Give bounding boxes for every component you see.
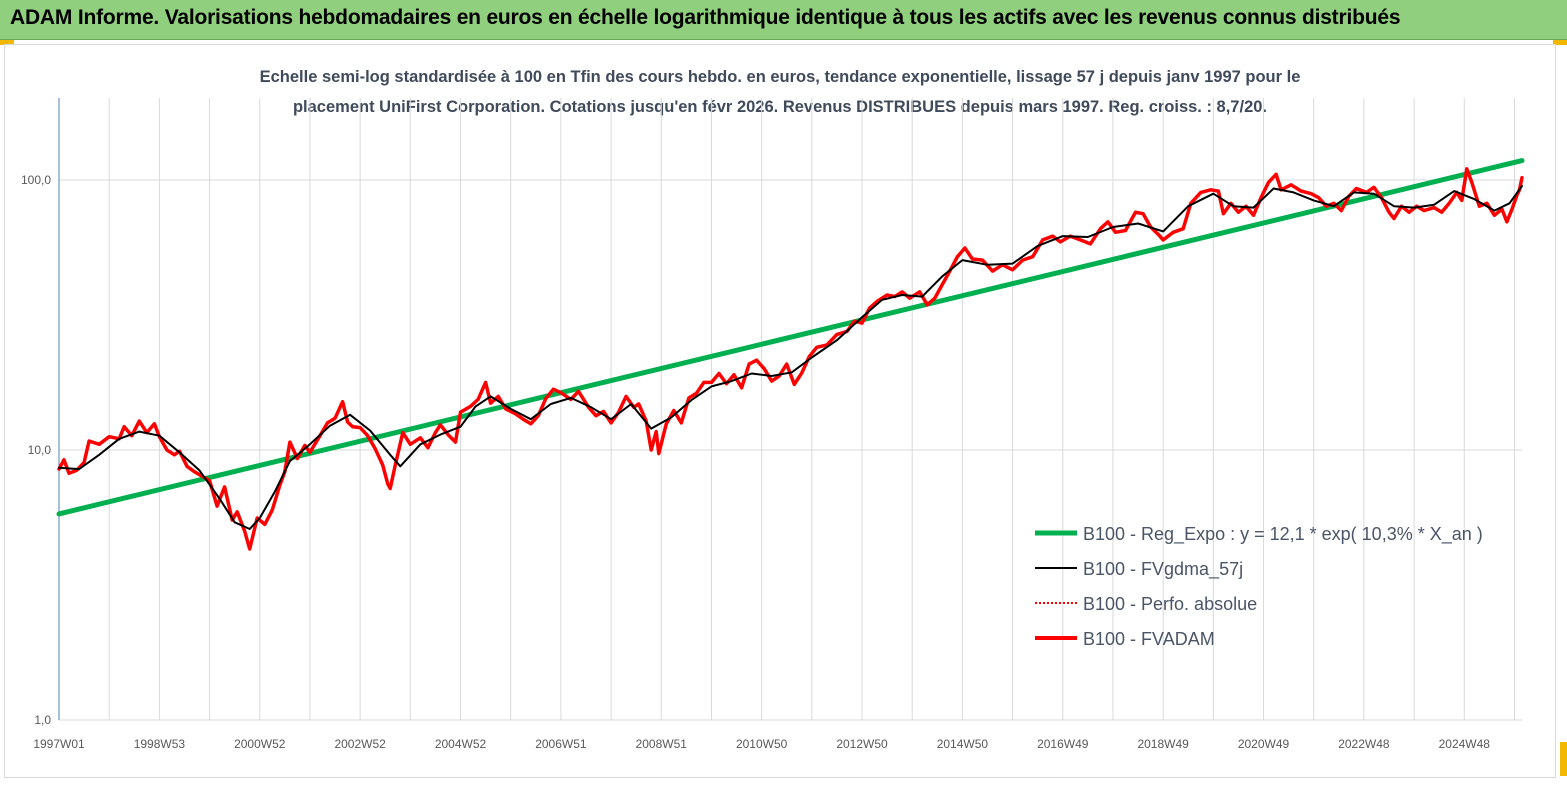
- y-tick-label: 1,0: [34, 713, 51, 727]
- title-banner: ADAM Informe. Valorisations hebdomadaire…: [0, 0, 1567, 40]
- x-tick-label: 2006W51: [535, 737, 587, 751]
- x-tick-label: 2010W50: [736, 737, 788, 751]
- chart-frame: [4, 44, 1556, 778]
- chart-title-line2: placement UniFirst Corporation. Cotation…: [292, 98, 1268, 116]
- x-tick-label: 2016W49: [1037, 737, 1089, 751]
- series-line: [56, 158, 1525, 517]
- banner-title: ADAM Informe. Valorisations hebdomadaire…: [10, 6, 1401, 29]
- x-tick-label: 1998W53: [134, 737, 186, 751]
- x-tick-label: 2008W51: [636, 737, 688, 751]
- x-tick-label: 2000W52: [234, 737, 286, 751]
- legend-label: B100 - FVgdma_57j: [1083, 559, 1243, 580]
- series-line: [57, 167, 1524, 551]
- x-tick-label: 2024W48: [1439, 737, 1491, 751]
- x-tick-label: 2002W52: [334, 737, 386, 751]
- x-tick-label: 2022W48: [1338, 737, 1390, 751]
- x-tick-label: 2020W49: [1238, 737, 1290, 751]
- series-line: [58, 185, 1523, 530]
- legend-label: B100 - Perfo. absolue: [1083, 594, 1257, 614]
- x-tick-label: 2018W49: [1137, 737, 1189, 751]
- corner-marker-top-right: [1553, 40, 1567, 45]
- legend-label: B100 - FVADAM: [1083, 629, 1215, 649]
- chart-title-line1: Echelle semi-log standardisée à 100 en T…: [259, 68, 1301, 86]
- y-tick-label: 100,0: [21, 173, 51, 187]
- x-tick-label: 2004W52: [435, 737, 487, 751]
- legend-label: B100 - Reg_Expo : y = 12,1 * exp( 10,3% …: [1083, 524, 1483, 545]
- x-tick-label: 1997W01: [33, 737, 85, 751]
- x-tick-label: 2014W50: [937, 737, 989, 751]
- corner-marker-top-left: [0, 40, 14, 45]
- y-tick-label: 10,0: [28, 443, 52, 457]
- corner-marker-bottom-right: [1560, 742, 1567, 776]
- x-tick-label: 2012W50: [836, 737, 888, 751]
